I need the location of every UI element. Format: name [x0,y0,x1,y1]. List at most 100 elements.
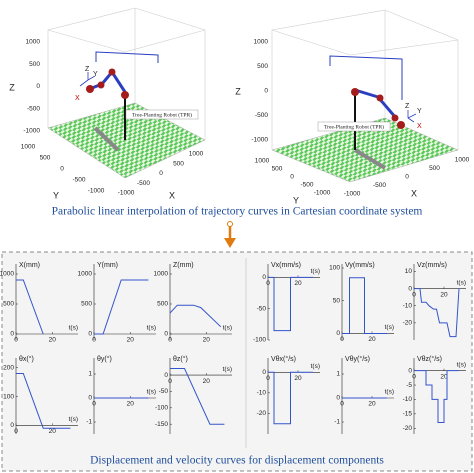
y-tick-label: 100 [3,393,14,400]
x-tick-label: 0 [14,428,18,435]
tick-label: -1000 [314,190,331,197]
x-tick-label: 20 [49,428,57,435]
x-label: t(s) [69,416,78,423]
tick-label: -1000 [344,191,361,198]
tick-label: 0 [405,174,409,181]
shadow-bar [93,126,120,152]
frame-label: Y [417,108,422,115]
frame-label: X [417,123,422,130]
y-tick-label: 1 [336,371,340,378]
y-tick-label: -20 [257,410,267,417]
frame-label: Z [85,66,90,73]
frame-left [47,7,206,140]
x-tick-label: 20 [368,336,376,343]
floor-left [47,102,206,179]
y-tick-label: -10 [257,390,267,397]
y-tick-label: -50 [257,305,267,312]
tick-label: 1000 [26,39,41,46]
x-label: t(s) [311,363,320,370]
tick-label: 500 [272,166,283,173]
arm [354,88,398,119]
robot-label: Tree-Planting Robot (TPR) [324,123,384,130]
tick-label: -500 [72,177,85,184]
tick-label: -1000 [23,128,40,135]
joints [351,88,405,129]
frame-label: X [75,95,80,102]
tick-label: 0 [264,88,268,95]
tick-label: -500 [27,105,40,112]
y-tick-label: 0 [336,330,340,337]
tick-label: -1000 [118,190,135,197]
caption-top: Parabolic linear interpolation of trajec… [52,206,423,218]
y-tick-label: -5 [406,382,412,389]
panel-label: Vy(mm/s) [345,262,375,269]
axis-label: Y [53,190,59,200]
y-tick-label: 1000 [78,271,93,278]
arrow-head [224,238,236,248]
x-tick-label: 20 [127,401,135,408]
x-tick-label: 20 [294,375,302,382]
curve [16,373,71,429]
robot-label-box [317,121,391,132]
tick-label: 1000 [255,158,270,165]
y-tick-label: 50 [333,297,341,304]
curve [94,279,149,335]
y-tick-label: 0 [262,274,266,281]
x-tick-label: 0 [168,378,172,385]
tick-label: 1000 [21,144,36,151]
tick-label: -500 [137,180,150,187]
panel-label: Vx(mm/s) [271,262,301,269]
x-tick-label: 20 [440,373,448,380]
x-label: t(s) [457,279,466,286]
panel-label: X(mm) [19,262,40,269]
x-tick-label: 20 [294,280,302,287]
y-tick-label: 0 [10,331,14,338]
curve [268,276,313,332]
curve [268,371,313,425]
x-label: t(s) [147,325,156,332]
tick-label: 1000 [189,151,204,158]
x-tick-label: 20 [368,401,376,408]
y-tick-label: -10 [403,396,413,403]
caption-bottom: Displacement and velocity curves for dis… [90,455,384,467]
y-tick-label: 0 [164,372,168,379]
x-tick-label: 20 [440,291,448,298]
y-tick-label: 500 [81,301,92,308]
frame-right [271,9,459,150]
curve [414,288,460,338]
tick-label: 500 [40,155,51,162]
y-tick-label: -1 [86,419,92,426]
axis-label: X [411,188,417,198]
y-tick-label: 0 [88,331,92,338]
panel-label: θy(°) [97,355,112,363]
x-label: t(s) [223,325,232,332]
x-tick-label: 0 [14,337,18,344]
frame-label: Z [405,103,410,110]
x-label: t(s) [385,324,394,331]
tick-label: -1000 [251,137,268,144]
panel-label: Y(mm) [97,262,118,269]
y-tick-label: 100 [329,265,340,272]
tick-label: 1000 [455,157,470,164]
y-tick-label: 1 [88,371,92,378]
y-tick-label: 200 [3,364,14,371]
x-label: t(s) [385,389,394,396]
panel-label: Vθz(°/s) [417,355,442,363]
curve [170,368,225,425]
x-label: t(s) [223,366,232,373]
y-tick-label: -100 [253,337,266,344]
panel-box [1,251,473,472]
tick-label: 500 [257,63,268,70]
panel-label: Z(mm) [173,262,194,269]
y-tick-label: 0 [88,395,92,402]
trajectory [95,51,159,63]
tick-label: -500 [300,182,313,189]
x-tick-label: 0 [340,336,344,343]
x-label: t(s) [69,325,78,332]
axis-label: Z [235,86,241,96]
joints [86,68,129,99]
y-tick-label: -20 [403,425,413,432]
triad [407,110,417,123]
robot-label-box [125,109,199,120]
